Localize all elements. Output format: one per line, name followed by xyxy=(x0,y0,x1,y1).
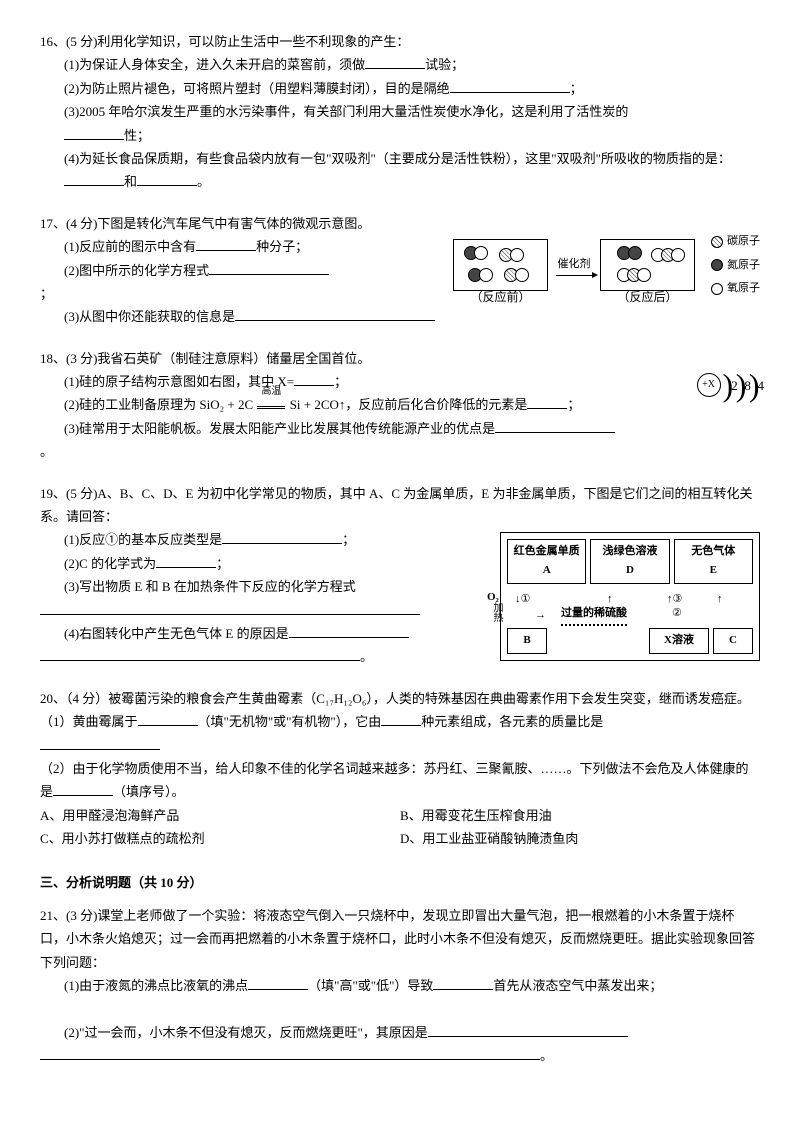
blank[interactable] xyxy=(40,1046,540,1060)
blank[interactable] xyxy=(40,647,360,661)
option-c: C、用小苏打做糕点的疏松剂 xyxy=(40,827,400,850)
blank[interactable] xyxy=(381,712,421,726)
q17-p1: (1)反应前的图示中含有种分子； xyxy=(40,235,400,258)
blank[interactable] xyxy=(365,55,425,69)
question-17: 17、(4 分)下图是转化汽车尾气中有害气体的微观示意图。 (1)反应前的图示中… xyxy=(40,212,760,329)
blank[interactable] xyxy=(138,712,198,726)
q16-header: 16、(5 分)利用化学知识，可以防止生活中一些不利现象的产生： xyxy=(40,30,760,53)
blank[interactable] xyxy=(248,976,308,990)
q16-p1: (1)为保证人身体安全，进入久未开启的菜窖前，须做试验； xyxy=(40,53,760,76)
option-a: A、用甲醛浸泡海鲜产品 xyxy=(40,804,400,827)
blank[interactable] xyxy=(428,1023,628,1037)
q19-p3: (3)写出物质 E 和 B 在加热条件下反应的化学方程式 xyxy=(40,575,460,598)
blank[interactable] xyxy=(64,126,124,140)
blank[interactable] xyxy=(495,419,615,433)
blank[interactable] xyxy=(64,172,124,186)
q21-header: 21、(3 分)课堂上老师做了一个实验：将液态空气倒入一只烧杯中，发现立即冒出大… xyxy=(40,904,760,974)
reaction-after-box: （反应后） xyxy=(600,239,695,291)
q17-header: 17、(4 分)下图是转化汽车尾气中有害气体的微观示意图。 xyxy=(40,212,400,235)
blank[interactable] xyxy=(40,601,420,615)
blank[interactable] xyxy=(289,624,409,638)
q19-p1: (1)反应①的基本反应类型是； xyxy=(40,528,460,551)
blank[interactable] xyxy=(450,79,570,93)
q18-p2: (2)硅的工业制备原理为 SiO₂ + 2C 高温 Si + 2CO↑，反应前后… xyxy=(40,393,640,416)
q18-header: 18、(3 分)我省石英矿（制硅注意原料）储量居全国首位。 xyxy=(40,347,640,370)
q16-p4: (4)为延长食品保质期，有些食品袋内放有一包"双吸剂"（主要成分是活性铁粉），这… xyxy=(40,147,760,194)
blank[interactable] xyxy=(294,372,334,386)
q17-p3: (3)从图中你还能获取的信息是 xyxy=(40,305,760,328)
question-16: 16、(5 分)利用化学知识，可以防止生活中一些不利现象的产生： (1)为保证人… xyxy=(40,30,760,194)
question-20: 20、（4 分）被霉菌污染的粮食会产生黄曲霉素（C₁₇H₁₂O₆），人类的特殊基… xyxy=(40,687,760,851)
catalyst-arrow: 催化剂 xyxy=(556,255,592,276)
blank[interactable] xyxy=(137,172,197,186)
blank[interactable] xyxy=(156,554,216,568)
q21-p1: (1)由于液氮的沸点比液氧的沸点（填"高"或"低"）导致首先从液态空气中蒸发出来… xyxy=(40,974,760,997)
reaction-before-box: （反应前） xyxy=(453,239,548,291)
q19-p4: (4)右图转化中产生无色气体 E 的原因是 xyxy=(40,622,460,645)
question-18: 18、(3 分)我省石英矿（制硅注意原料）储量居全国首位。 (1)硅的原子结构示… xyxy=(40,347,760,464)
blank[interactable] xyxy=(433,976,493,990)
question-21: 21、(3 分)课堂上老师做了一个实验：将液态空气倒入一只烧杯中，发现立即冒出大… xyxy=(40,904,760,1068)
q19-p2: (2)C 的化学式为； xyxy=(40,552,460,575)
question-19: 19、(5 分)A、B、C、D、E 为初中化学常见的物质，其中 A、C 为金属单… xyxy=(40,482,760,669)
q16-p2: (2)为防止照片褪色，可将照片塑封（用塑料薄膜封闭），目的是隔绝； xyxy=(40,77,760,100)
q19-header: 19、(5 分)A、B、C、D、E 为初中化学常见的物质，其中 A、C 为金属单… xyxy=(40,482,760,529)
option-d: D、用工业盐亚硝酸钠腌渍鱼肉 xyxy=(400,827,578,850)
q17-p2: (2)图中所示的化学方程式 xyxy=(40,259,400,282)
q20-p1: （1）黄曲霉属于（填"无机物"或"有机物"），它由种元素组成，各元素的质量比是 xyxy=(40,710,760,733)
section-3-title: 三、分析说明题（共 10 分） xyxy=(40,871,760,894)
blank[interactable] xyxy=(222,530,342,544)
option-b: B、用霉变花生压榨食用油 xyxy=(400,804,552,827)
blank[interactable] xyxy=(209,261,329,275)
q21-p2: (2)"过一会而，小木条不但没有熄灭，反而燃烧更旺"，其原因是 xyxy=(40,1021,760,1044)
blank[interactable] xyxy=(196,237,256,251)
q20-header: 20、（4 分）被霉菌污染的粮食会产生黄曲霉素（C₁₇H₁₂O₆），人类的特殊基… xyxy=(40,687,760,710)
q18-p3: (3)硅常用于太阳能帆板。发展太阳能产业比发展其他传统能源产业的优点是 xyxy=(40,417,640,440)
blank[interactable] xyxy=(40,736,160,750)
blank[interactable] xyxy=(527,395,567,409)
atom-diagram: +X )2 )8 )4 xyxy=(697,357,760,415)
q18-p1: (1)硅的原子结构示意图如右图，其中 X=； xyxy=(40,370,640,393)
q16-p3: (3)2005 年哈尔滨发生严重的水污染事件，有关部门利用大量活性炭使水净化，这… xyxy=(40,100,760,147)
blank[interactable] xyxy=(53,782,113,796)
conversion-diagram: 红色金属单质A 浅绿色溶液D 无色气体E O₂ 加热 ↓① ↑ ↑③ ↑ 过量的… xyxy=(500,532,760,661)
diagram-17: （反应前） 催化剂 （反应后） 碳原子 氮原子 氧原子 xyxy=(453,232,760,299)
legend: 碳原子 氮原子 氧原子 xyxy=(711,232,760,299)
blank[interactable] xyxy=(235,307,435,321)
q20-p2: （2）由于化学物质使用不当，给人印象不佳的化学名词越来越多：苏丹红、三聚氰胺、…… xyxy=(40,757,760,804)
